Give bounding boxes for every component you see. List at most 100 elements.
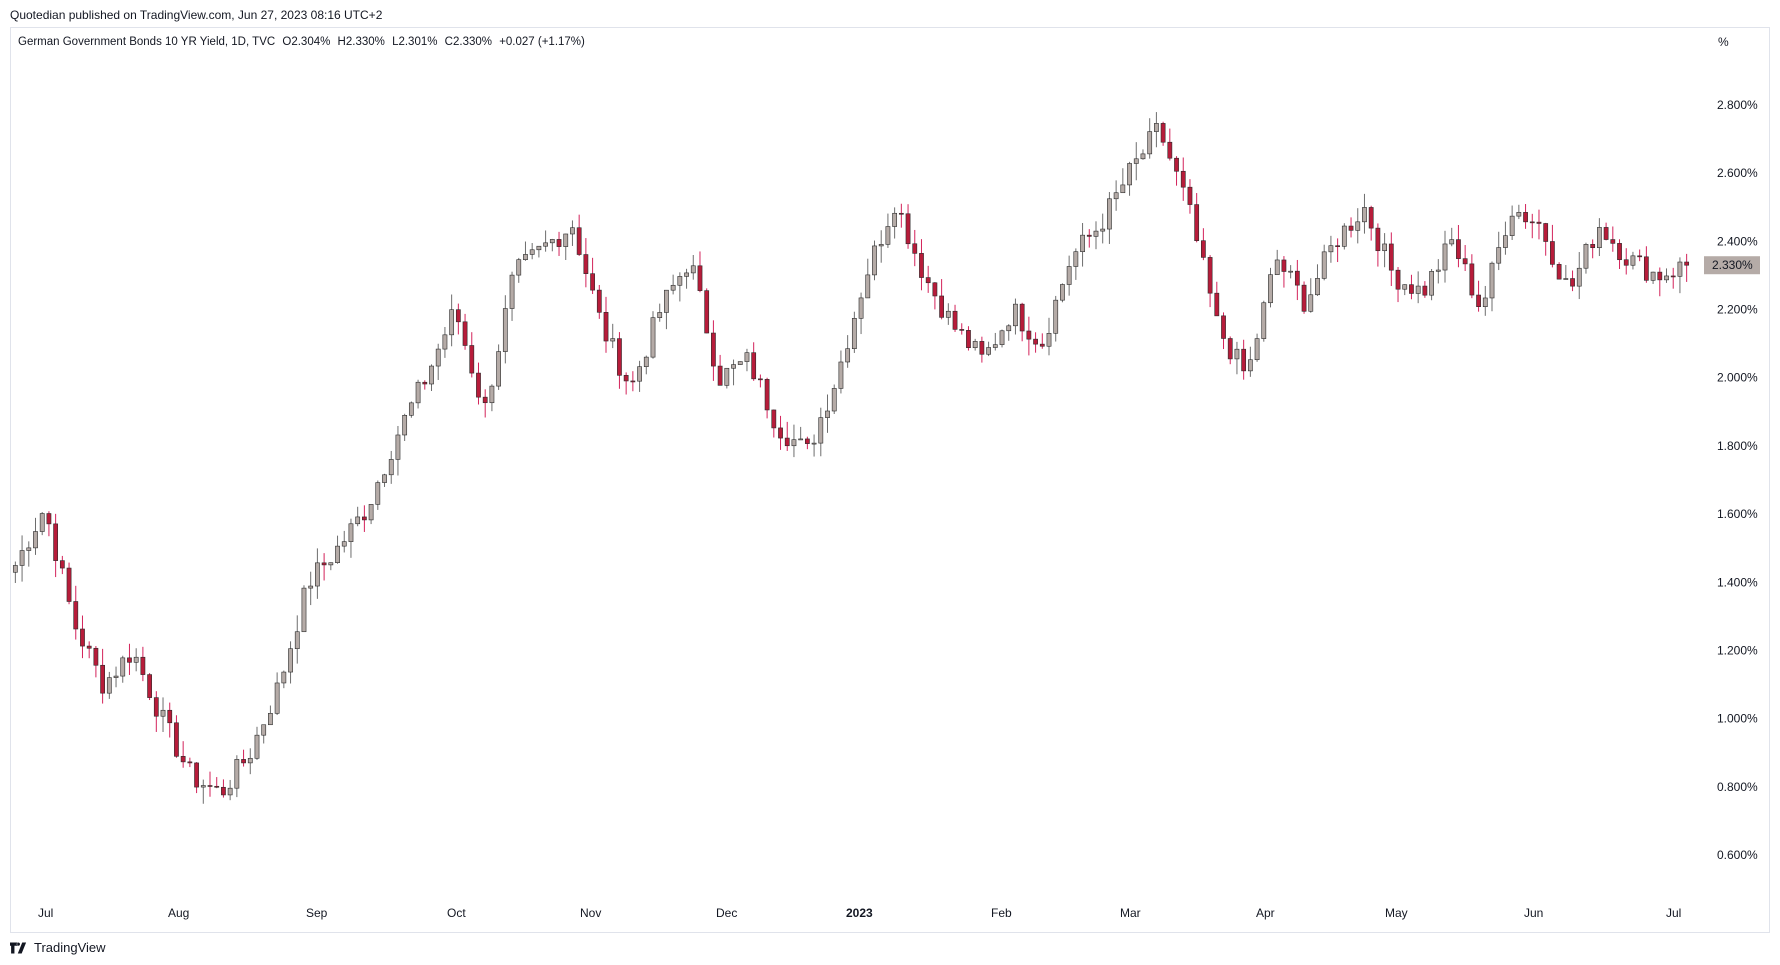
candle-body (858, 297, 864, 319)
candle-body (711, 332, 716, 367)
candle-body (395, 434, 401, 460)
candle-body (113, 675, 119, 678)
candle-body (408, 402, 414, 416)
x-tick-label: Dec (716, 906, 737, 920)
candle-body (637, 366, 642, 382)
candle-body (1637, 255, 1643, 258)
candle-body (804, 438, 810, 444)
candle-body (1382, 243, 1387, 252)
candle-body (1449, 239, 1455, 245)
candle-body (429, 365, 434, 385)
candle-body (140, 656, 146, 675)
candle-body (1254, 338, 1260, 361)
candle-body (999, 330, 1005, 345)
x-tick-label: Sep (306, 906, 328, 920)
candle-body (758, 378, 763, 381)
candle-body (677, 276, 683, 286)
chart-frame[interactable] (10, 27, 1770, 933)
candle-body (1013, 303, 1018, 327)
candle-body (851, 318, 857, 349)
candle-body (952, 310, 958, 330)
candle-body (39, 513, 45, 532)
candle-body (992, 344, 998, 348)
candle-body (341, 541, 347, 547)
candle-body (301, 587, 307, 633)
candle-body (1274, 259, 1280, 275)
candle-body (106, 677, 112, 694)
candle-body (1516, 212, 1522, 217)
x-tick-label: 2023 (846, 906, 873, 920)
candle-body (382, 474, 387, 483)
y-tick-label: 1.000% (1717, 712, 1758, 726)
candle-body (288, 648, 293, 673)
candle-body (872, 245, 877, 276)
candle-body (697, 265, 703, 291)
candle-body (66, 567, 72, 602)
candle-body (462, 321, 468, 346)
published-caption: Quotedian published on TradingView.com, … (10, 8, 383, 22)
y-unit-label: % (1718, 35, 1729, 49)
candle-body (1227, 338, 1233, 360)
candle-body (1019, 303, 1025, 332)
candle-body (838, 361, 844, 389)
candle-body (361, 516, 367, 521)
candle-body (1576, 267, 1582, 287)
candle-body (583, 254, 589, 274)
candle-body (1388, 243, 1394, 271)
candle-body (731, 364, 736, 369)
candle-body (482, 396, 488, 404)
candle-body (254, 734, 260, 759)
candle-body (549, 239, 555, 244)
candle-body (422, 381, 428, 385)
x-tick-label: Aug (168, 906, 189, 920)
y-tick-label: 2.600% (1717, 166, 1758, 180)
candle-body (1167, 141, 1173, 159)
candle-body (33, 531, 38, 549)
candle-body (1093, 230, 1099, 237)
candle-body (543, 242, 548, 247)
candle-body (1670, 275, 1676, 278)
candle-body (1355, 221, 1361, 231)
candle-body (1086, 234, 1092, 237)
candle-body (1570, 278, 1575, 287)
candle-body (214, 785, 220, 788)
last-value-label: 2.330% (1712, 258, 1753, 272)
candle-body (1523, 212, 1528, 223)
candle-body (1643, 256, 1649, 281)
candle-body (1053, 299, 1059, 334)
candle-body (1402, 284, 1408, 290)
x-tick-label: Feb (991, 906, 1012, 920)
candle-body (1046, 333, 1052, 347)
candle-body (1006, 325, 1012, 332)
candle-body (516, 259, 522, 276)
candle-body (160, 709, 166, 717)
candle-body (1348, 225, 1354, 231)
footer-brand[interactable]: TradingView (10, 940, 106, 955)
candle-body (811, 442, 817, 445)
y-tick-label: 2.200% (1717, 303, 1758, 317)
footer-brand-text: TradingView (34, 940, 106, 955)
y-tick-label: 2.000% (1717, 371, 1758, 385)
candle-body (1590, 244, 1596, 249)
legend-symbol: German Government Bonds 10 YR Yield, 1D,… (18, 36, 276, 48)
candle-body (1368, 207, 1374, 229)
candle-body (1241, 348, 1247, 372)
candle-body (885, 226, 891, 245)
candle-body (523, 254, 528, 260)
x-tick-label: Jul (1666, 906, 1681, 920)
candle-body (1261, 302, 1267, 339)
candle-body (1060, 284, 1065, 301)
candle-body (1550, 241, 1555, 265)
candle-body (328, 562, 334, 566)
symbol-legend: German Government Bonds 10 YR Yield, 1D,… (18, 36, 589, 48)
candle-body (1247, 359, 1253, 372)
candle-body (375, 482, 381, 505)
candle-body (1409, 284, 1414, 294)
candle-body (596, 289, 602, 313)
candle-body (1395, 269, 1401, 290)
candle-body (1556, 264, 1562, 280)
candle-body (1288, 270, 1294, 273)
candle-body (1623, 259, 1629, 266)
candle-body (791, 439, 797, 447)
